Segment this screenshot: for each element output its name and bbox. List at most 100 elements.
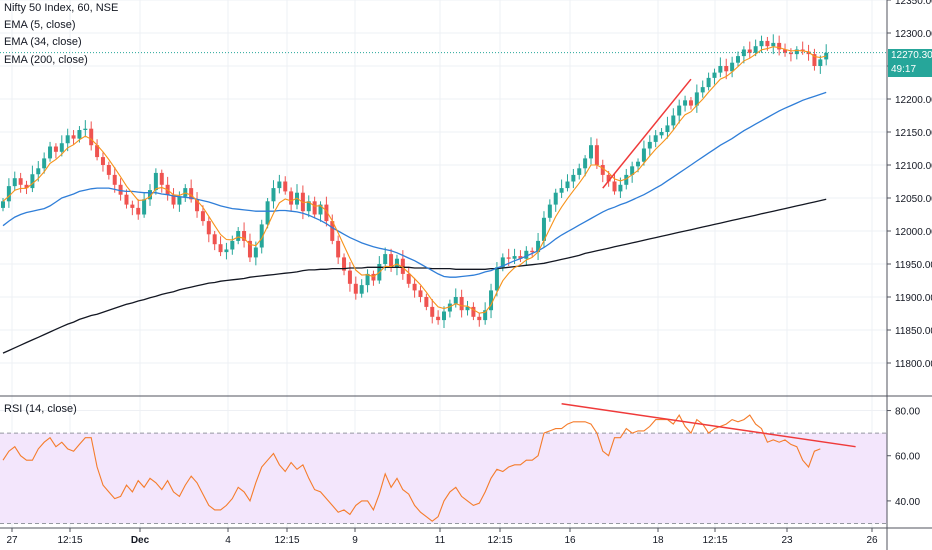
time-tick-label: 27: [6, 535, 18, 546]
candle-up: [447, 303, 452, 312]
ema-34-line: [2, 91, 827, 278]
candle-up: [665, 125, 670, 132]
candle-up: [48, 146, 53, 159]
candle-down: [471, 306, 476, 317]
candle-down: [747, 49, 752, 53]
ema-5-legend[interactable]: EMA (5, close): [4, 19, 76, 31]
candle-up: [65, 135, 70, 144]
candle-up: [794, 49, 799, 55]
candle-down: [612, 181, 617, 192]
candle-up: [547, 204, 552, 218]
candle-down: [112, 174, 117, 185]
candle-up: [524, 250, 529, 259]
candle-up: [394, 258, 399, 268]
rsi-band-fill: [0, 433, 887, 524]
candle-up: [630, 166, 635, 175]
candle-down: [400, 258, 405, 274]
candle-up: [683, 100, 688, 106]
rsi-band: [0, 432, 887, 524]
time-tick-label: 9: [352, 535, 358, 546]
candle-down: [506, 257, 511, 259]
candle-up: [771, 42, 776, 47]
candle-up: [759, 40, 764, 47]
candle-down: [342, 257, 347, 271]
candle-up: [271, 188, 276, 202]
candle-down: [312, 201, 317, 215]
candle-down: [118, 184, 123, 195]
ema-200-line: [2, 198, 827, 354]
time-axis[interactable]: 27 12:15 Dec 4 12:15 9 11 12:15 16 18 12:15 23 26: [6, 528, 878, 546]
candle-down: [806, 51, 811, 55]
candle-up: [148, 190, 152, 200]
candle-up: [718, 66, 723, 73]
time-tick-label: 11: [435, 535, 446, 546]
candle-up: [318, 204, 323, 215]
time-tick-label: 12:15: [487, 535, 512, 546]
time-tick-label: 23: [781, 535, 793, 546]
price-tick-label: 12000.00: [895, 227, 932, 238]
candle-down: [106, 165, 111, 175]
candle-down: [206, 221, 211, 235]
candle-up: [442, 311, 446, 321]
rsi-trendline[interactable]: [561, 403, 856, 448]
candle-up: [83, 128, 88, 131]
candle-up: [6, 186, 11, 202]
price-axis[interactable]: 12350.0012300.0012250.0012200.0012150.00…: [887, 0, 932, 370]
candle-down: [189, 188, 194, 200]
price-tick-label: 11800.00: [895, 359, 932, 370]
candle-up: [277, 181, 282, 189]
price-tick-label: 11850.00: [895, 326, 932, 337]
candle-down: [242, 231, 247, 241]
candle-down: [430, 306, 435, 317]
candle-down: [477, 316, 482, 321]
price-trendline[interactable]: [602, 78, 692, 189]
candle-up: [365, 273, 370, 286]
candle-down: [418, 290, 423, 297]
candle-down: [212, 234, 217, 245]
candle-down: [371, 273, 376, 281]
candle-down: [412, 283, 417, 291]
candle-up: [624, 174, 629, 185]
candle-up: [77, 130, 82, 139]
ema-34-legend[interactable]: EMA (34, close): [4, 36, 82, 48]
candle-down: [89, 128, 94, 146]
candle-up: [59, 143, 64, 152]
candle-down: [130, 204, 135, 208]
candle-up: [36, 168, 41, 175]
candle-up: [42, 158, 47, 169]
candle-up: [265, 201, 270, 225]
time-tick-label: 26: [866, 535, 878, 546]
candle-up: [483, 310, 488, 321]
candle-down: [95, 145, 100, 158]
ema-5-line: [2, 46, 827, 314]
candle-up: [671, 115, 676, 126]
rsi-legend[interactable]: RSI (14, close): [4, 403, 77, 415]
candle-up: [730, 62, 735, 72]
candle-up: [224, 249, 229, 253]
candle-up: [512, 256, 517, 259]
candle-up: [653, 135, 658, 142]
candle-up: [694, 92, 699, 106]
candle-up: [142, 199, 147, 215]
candle-down: [518, 256, 523, 259]
candle-down: [459, 297, 464, 311]
rsi-axis[interactable]: 80.00 60.00 40.00: [887, 407, 920, 508]
candle-down: [71, 135, 76, 139]
candle-down: [406, 273, 411, 284]
candle-up: [541, 217, 546, 241]
time-tick-label: 12:15: [274, 535, 299, 546]
rsi-tick-label: 60.00: [895, 452, 920, 463]
candle-up: [259, 224, 264, 248]
candle-up: [500, 257, 505, 268]
candle-up: [536, 240, 541, 253]
candle-down: [336, 240, 341, 258]
candles[interactable]: [1, 34, 829, 329]
candle-down: [530, 250, 535, 253]
candle-down: [788, 52, 793, 55]
candle-down: [424, 297, 429, 307]
ema-200-legend[interactable]: EMA (200, close): [4, 54, 88, 66]
candle-up: [359, 285, 364, 294]
candle-down: [100, 157, 105, 165]
candle-up: [641, 148, 646, 162]
